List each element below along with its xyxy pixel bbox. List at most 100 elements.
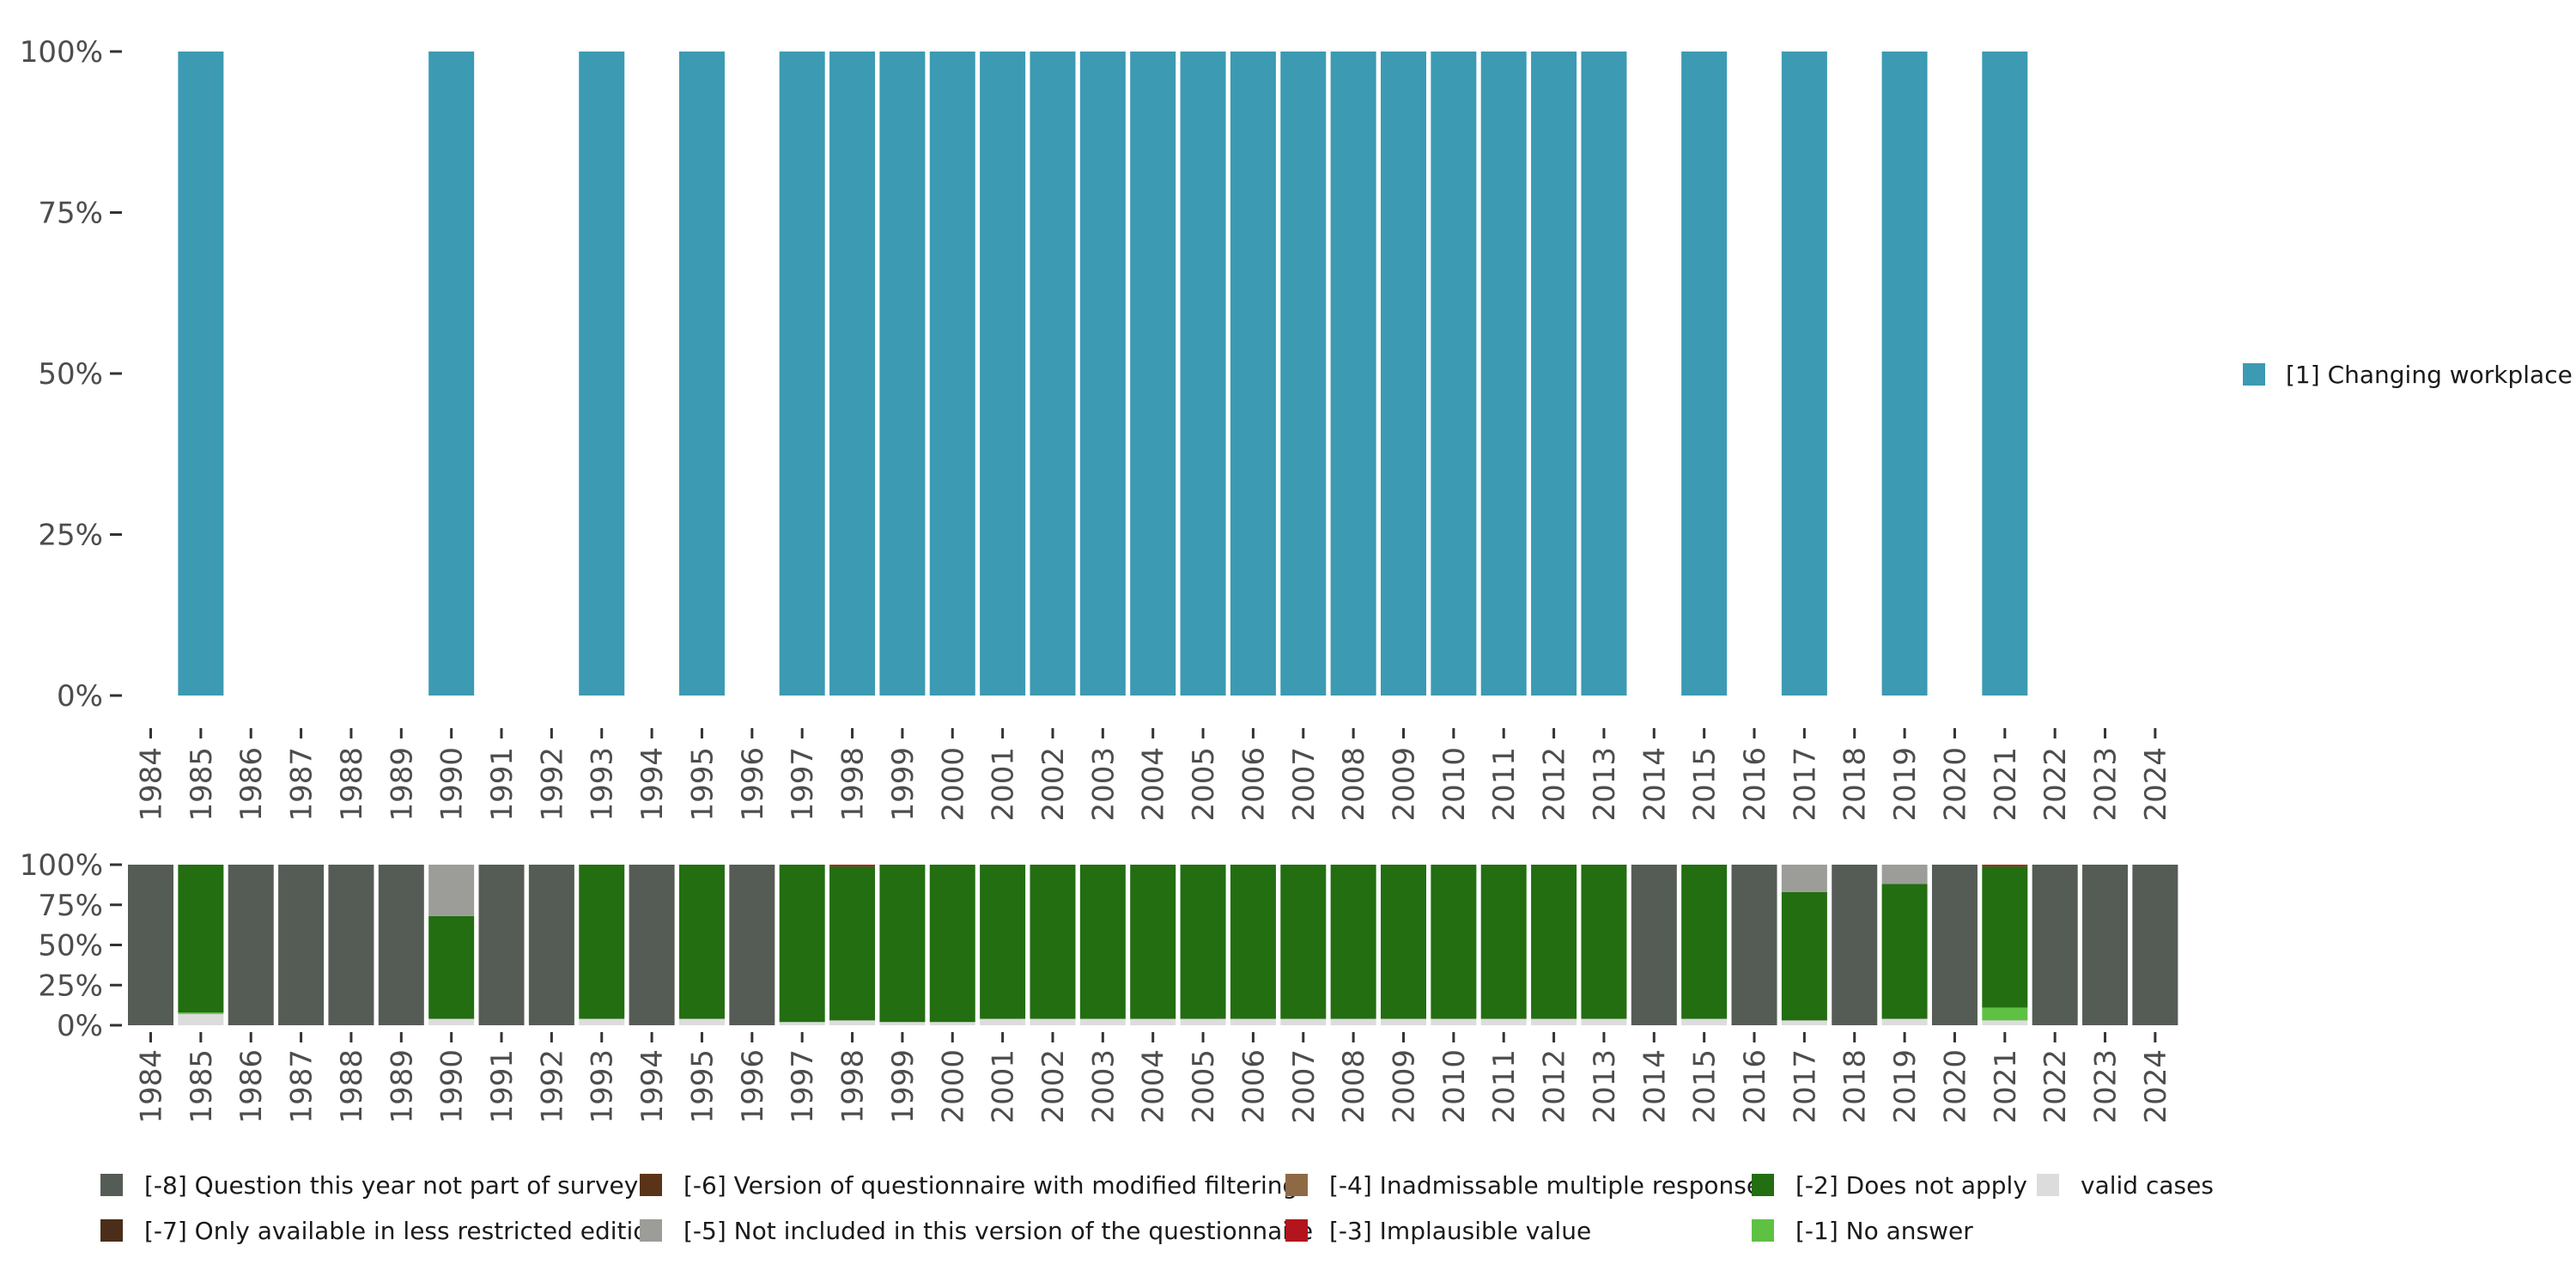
x-tick-label: 1991 [485,747,519,822]
legend-swatch [640,1174,662,1196]
bar-segment [1681,52,1728,696]
bar-segment [829,865,876,866]
x-tick-label: 1995 [685,747,720,822]
bar-segment [178,1013,224,1025]
bar-segment [1381,1018,1426,1025]
x-tick-label: 2023 [2089,1049,2123,1124]
bar-segment [1982,52,2028,696]
bar-segment [1180,1018,1226,1025]
y-tick-label: 50% [38,357,103,392]
x-tick-label: 2006 [1236,1049,1271,1124]
x-tick-label: 2020 [1938,1049,1972,1124]
x-tick-label: 1984 [135,1049,169,1124]
bar-segment [1531,865,1577,1019]
x-tick-label: 1985 [185,1049,219,1124]
legend-swatch [1752,1219,1774,1242]
bar-segment [1881,52,1928,696]
x-tick-label: 2010 [1437,1049,1472,1124]
bottom-chart-panel: 0% 25% 50% 75% 100% 1984 1985 1986 1987 1988 1989 1… [20,848,2178,1124]
x-tick-label: 1996 [736,747,770,822]
y-tick-label: 100% [20,848,103,883]
legend-label: [-5] Not included in this version of the… [683,1217,1313,1245]
bar-segment [1531,52,1577,696]
bar-segment [879,1022,926,1025]
x-tick-label: 2007 [1287,1049,1321,1124]
x-tick-label: 2024 [2139,1049,2173,1124]
bar-segment [1731,865,1777,1025]
x-tick-label: 1988 [335,747,369,822]
bar-segment [879,52,926,696]
bar-segment [1480,865,1527,1019]
bar-segment [829,52,876,696]
bar-segment [2082,865,2129,1025]
x-tick-label: 2005 [1187,1049,1221,1124]
y-tick-label: 25% [38,519,103,553]
x-tick-label: 1990 [435,747,470,822]
x-tick-label: 1995 [685,1049,720,1124]
x-tick-label: 2018 [1838,747,1873,822]
bar-segment [929,52,975,696]
x-tick-label: 2012 [1538,1049,1572,1124]
bar-segment [1079,52,1126,696]
x-tick-label: 1998 [836,1049,871,1124]
x-tick-label: 2022 [2038,1049,2073,1124]
x-tick-label: 2014 [1637,1049,1672,1124]
x-tick-label: 2016 [1738,747,1772,822]
bar-segment [1480,52,1527,696]
x-tick-label: 1996 [736,1049,770,1124]
x-tick-label: 2008 [1337,747,1371,822]
legend-label: [-2] Does not apply [1795,1171,2027,1200]
x-tick-label: 2014 [1637,747,1672,822]
bar-segment [980,52,1026,696]
bar-segment [1280,52,1327,696]
bar-segment [779,52,825,696]
bar-segment [929,865,975,1023]
y-tick-label: 75% [38,889,103,923]
bar-segment [1832,865,1878,1025]
x-tick-label: 2017 [1788,1049,1822,1124]
x-tick-label: 2013 [1588,747,1622,822]
x-tick-label: 2009 [1388,1049,1422,1124]
legend-label: valid cases [2081,1171,2214,1200]
bar-segment [1931,865,1978,1025]
bar-segment [1030,865,1076,1019]
bar-segment [1781,891,1827,1021]
y-tick-label: 25% [38,969,103,1003]
y-tick-label: 0% [57,1009,103,1043]
bar-segment [980,1018,1026,1025]
bar-segment [1581,865,1627,1019]
bar-segment [1330,865,1376,1019]
x-tick-label: 2008 [1337,1049,1371,1124]
x-tick-label: 2021 [1989,747,2023,822]
x-tick-label: 2011 [1487,747,1522,822]
legend-swatch [100,1219,123,1242]
bar-segment [1130,865,1176,1019]
bar-segment [128,865,173,1025]
x-tick-label: 1993 [586,1049,620,1124]
bar-segment [1881,884,1928,1019]
bar-segment [729,865,775,1025]
x-tick-label: 2018 [1838,1049,1873,1124]
x-tick-label: 1989 [385,1049,419,1124]
bar-segment [428,865,475,916]
bar-segment [829,866,876,1021]
legend-label: [-4] Inadmissable multiple response [1329,1171,1761,1200]
y-tick-label: 75% [38,197,103,231]
x-tick-label: 2007 [1287,747,1321,822]
bar-segment [779,1022,825,1025]
x-tick-label: 2015 [1688,747,1722,822]
bar-segment [1280,865,1327,1019]
x-tick-label: 2005 [1187,747,1221,822]
x-tick-label: 2024 [2139,747,2173,822]
x-tick-label: 2019 [1888,1049,1923,1124]
x-tick-label: 2003 [1086,747,1121,822]
bar-segment [1480,1018,1527,1025]
x-tick-label: 2000 [936,747,970,822]
x-tick-label: 2015 [1688,1049,1722,1124]
bar-segment [1079,865,1126,1019]
bar-segment [678,1018,725,1025]
x-tick-label: 2004 [1137,1049,1171,1124]
bar-segment [1030,52,1076,696]
x-tick-label: 1998 [836,747,871,822]
bar-segment [1130,1018,1176,1025]
